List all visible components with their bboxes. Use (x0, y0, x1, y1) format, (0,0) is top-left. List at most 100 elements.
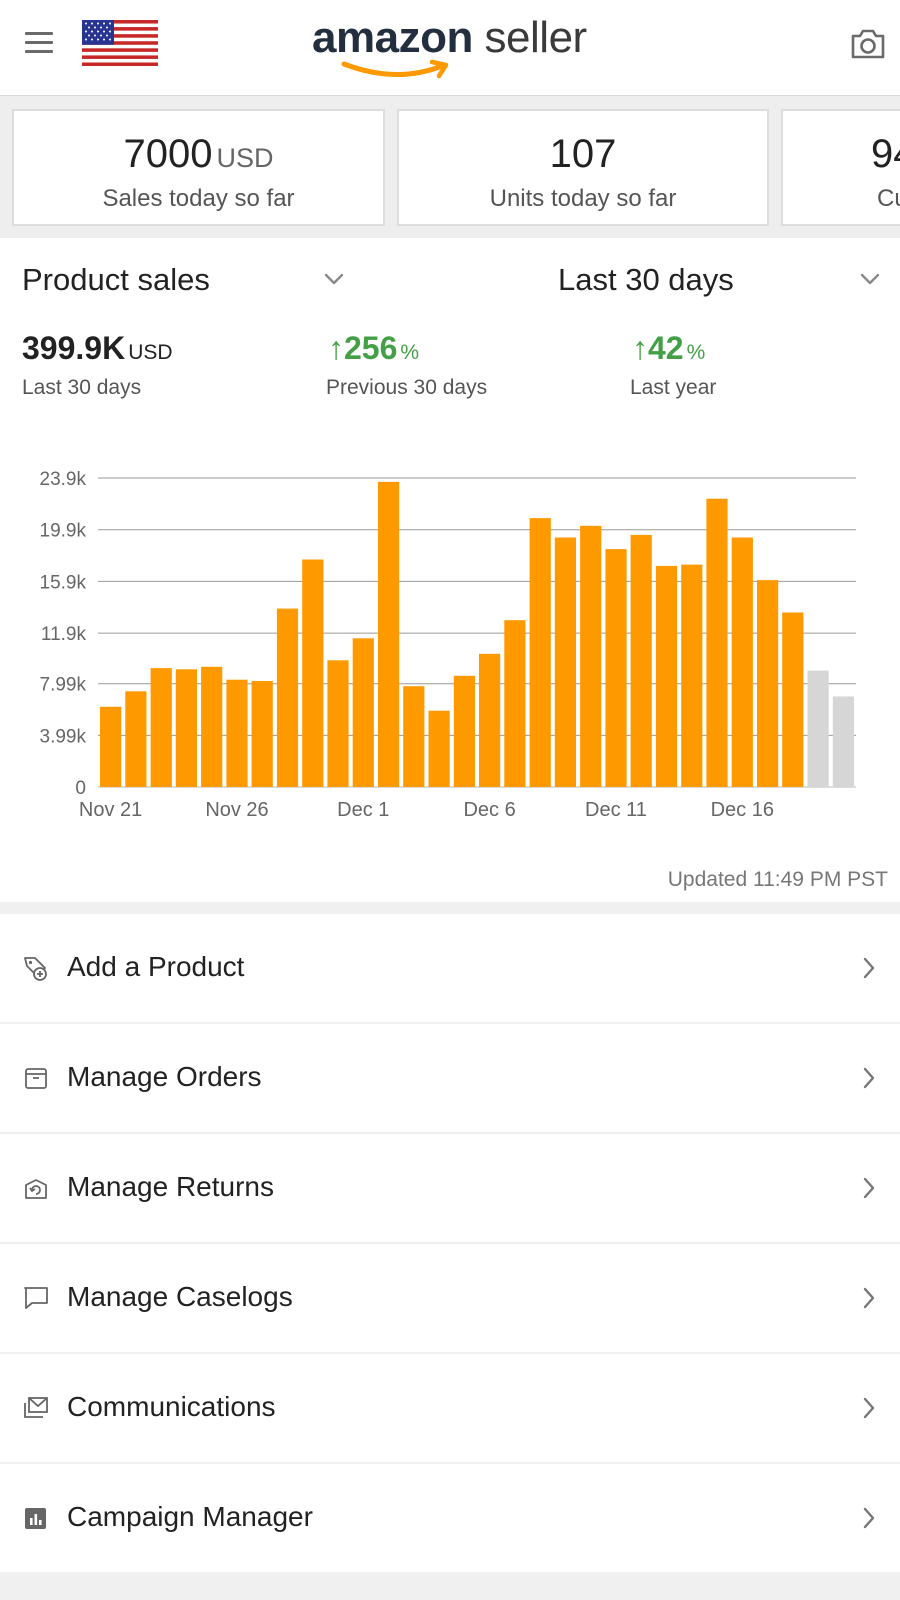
smile-arrow-icon (341, 59, 449, 79)
y-tick-label: 11.9k (41, 624, 87, 645)
updated-timestamp: Updated 11:49 PM PST (667, 868, 888, 891)
menu-item-communications[interactable]: Communications (0, 1354, 900, 1462)
action-menu-list: Add a Product Manage Orders Manage Retur… (0, 902, 900, 1600)
y-tick-label: 0 (75, 778, 86, 799)
menu-item-label: Campaign Manager (67, 1501, 313, 1532)
last-year-change: ↑42% (632, 330, 706, 366)
stat-card-partial[interactable]: 94 Cu (781, 109, 900, 226)
sales-bar-chart[interactable]: 0 3.99k 7.99k 11.9k 15.9k 19.9k 23.9k Nov 21 Nov… (0, 458, 900, 858)
menu-item-campaign-manager[interactable]: Campaign Manager (0, 1464, 900, 1572)
menu-item-manage-orders[interactable]: Manage Orders (0, 1024, 900, 1132)
x-tick-label: Nov 26 (205, 799, 268, 821)
x-tick-label: Dec 16 (711, 799, 774, 821)
chevron-right-icon (863, 1067, 875, 1089)
bar-nov-28[interactable] (276, 608, 299, 787)
bar-nov-29[interactable] (302, 559, 324, 788)
chevron-right-icon (863, 957, 875, 979)
bar-dec-15[interactable] (706, 498, 728, 787)
stats-strip[interactable]: 7000 USD Sales today so far 107 Units tod… (0, 96, 900, 238)
bar-chart-icon (25, 1508, 46, 1529)
bar-dec-6[interactable] (479, 653, 501, 787)
bar-nov-30[interactable] (327, 660, 349, 787)
amazon-seller-logo: amazon seller (312, 10, 612, 80)
x-tick-label: Dec 1 (337, 799, 389, 821)
bar-dec-2[interactable] (378, 481, 400, 787)
bar-nov-21[interactable] (100, 706, 122, 787)
menu-item-manage-returns[interactable]: Manage Returns (0, 1134, 900, 1242)
total-sales-label: Last 30 days (22, 376, 142, 399)
us-flag-icon[interactable] (82, 20, 158, 66)
bar-dec-4[interactable] (428, 710, 450, 787)
bar-dec-10[interactable] (580, 525, 602, 787)
y-tick-label: 19.9k (40, 521, 87, 542)
bar-dec-9[interactable] (554, 537, 576, 788)
chevron-down-icon[interactable] (860, 272, 880, 286)
mail-icon (24, 1397, 48, 1418)
bar-nov-26[interactable] (226, 679, 248, 787)
bar-dec-18[interactable] (782, 612, 804, 788)
orders-box-icon (25, 1068, 47, 1089)
stat-card-units[interactable]: 107 Units today so far (397, 109, 769, 226)
total-sales-value: 399.9K USD (22, 330, 173, 366)
period-selector[interactable]: Last 30 days (558, 262, 734, 297)
y-tick-label: 23.9k (40, 469, 87, 490)
app-header: amazon seller (0, 0, 900, 96)
menu-item-label: Communications (67, 1391, 276, 1422)
menu-item-label: Add a Product (67, 951, 245, 982)
metric-selector[interactable]: Product sales (22, 262, 210, 297)
y-tick-label: 3.99k (40, 726, 87, 747)
bar-dec-5[interactable] (453, 675, 475, 787)
x-tick-label: Nov 21 (79, 799, 142, 821)
previous-period-label: Previous 30 days (326, 376, 488, 399)
last-year-label: Last year (630, 376, 717, 399)
stat-value: 7000 USD (123, 132, 274, 176)
chat-bubble-icon (24, 1287, 48, 1309)
bar-nov-23[interactable] (150, 668, 172, 787)
bar-dec-13[interactable] (655, 565, 678, 787)
returns-box-icon (25, 1179, 47, 1199)
bar-dec-14[interactable] (681, 564, 703, 787)
x-tick-label: Dec 6 (463, 799, 515, 821)
chevron-right-icon (863, 1287, 875, 1309)
add-product-tag-icon (24, 957, 47, 981)
bar-nov-22[interactable] (125, 691, 147, 787)
brand-bold: amazon (312, 13, 473, 62)
bar-dec-3[interactable] (403, 686, 425, 787)
bar-nov-25[interactable] (201, 666, 223, 787)
bar-dec-20[interactable] (832, 696, 854, 788)
arrow-up-icon: ↑ (328, 330, 344, 366)
stat-label: Cu (877, 185, 900, 212)
bar-dec-19[interactable] (807, 670, 829, 787)
bar-nov-27[interactable] (251, 681, 273, 787)
hamburger-menu-icon[interactable] (25, 32, 53, 54)
previous-period-change: ↑256% (328, 330, 420, 366)
bar-dec-7[interactable] (504, 620, 526, 787)
bar-dec-12[interactable] (630, 534, 652, 787)
stat-value: 94 (871, 132, 900, 176)
y-tick-label: 15.9k (40, 572, 87, 593)
brand-light: seller (472, 13, 588, 62)
menu-item-label: Manage Returns (67, 1171, 275, 1202)
chevron-right-icon (863, 1397, 875, 1419)
bar-nov-24[interactable] (175, 669, 197, 787)
bar-dec-17[interactable] (757, 580, 779, 787)
bar-dec-16[interactable] (731, 537, 753, 788)
sales-section: Product sales Last 30 days 399.9K USD Las… (0, 238, 900, 902)
stat-card-sales[interactable]: 7000 USD Sales today so far (12, 109, 385, 226)
stat-label: Units today so far (489, 185, 677, 212)
chevron-right-icon (863, 1177, 875, 1199)
stat-value: 107 (549, 132, 617, 176)
menu-item-label: Manage Orders (67, 1061, 262, 1092)
camera-icon[interactable] (850, 28, 886, 60)
bar-dec-8[interactable] (529, 518, 551, 787)
menu-item-label: Manage Caselogs (67, 1281, 293, 1312)
y-tick-label: 7.99k (40, 675, 87, 696)
stat-label: Sales today so far (102, 185, 295, 212)
menu-item-add-product[interactable]: Add a Product (0, 914, 900, 1022)
menu-item-manage-caselogs[interactable]: Manage Caselogs (0, 1244, 900, 1352)
chevron-right-icon (863, 1507, 875, 1529)
x-tick-label: Dec 11 (585, 799, 647, 821)
bar-dec-1[interactable] (352, 638, 374, 787)
bar-dec-11[interactable] (605, 549, 627, 787)
chevron-down-icon[interactable] (324, 272, 344, 286)
